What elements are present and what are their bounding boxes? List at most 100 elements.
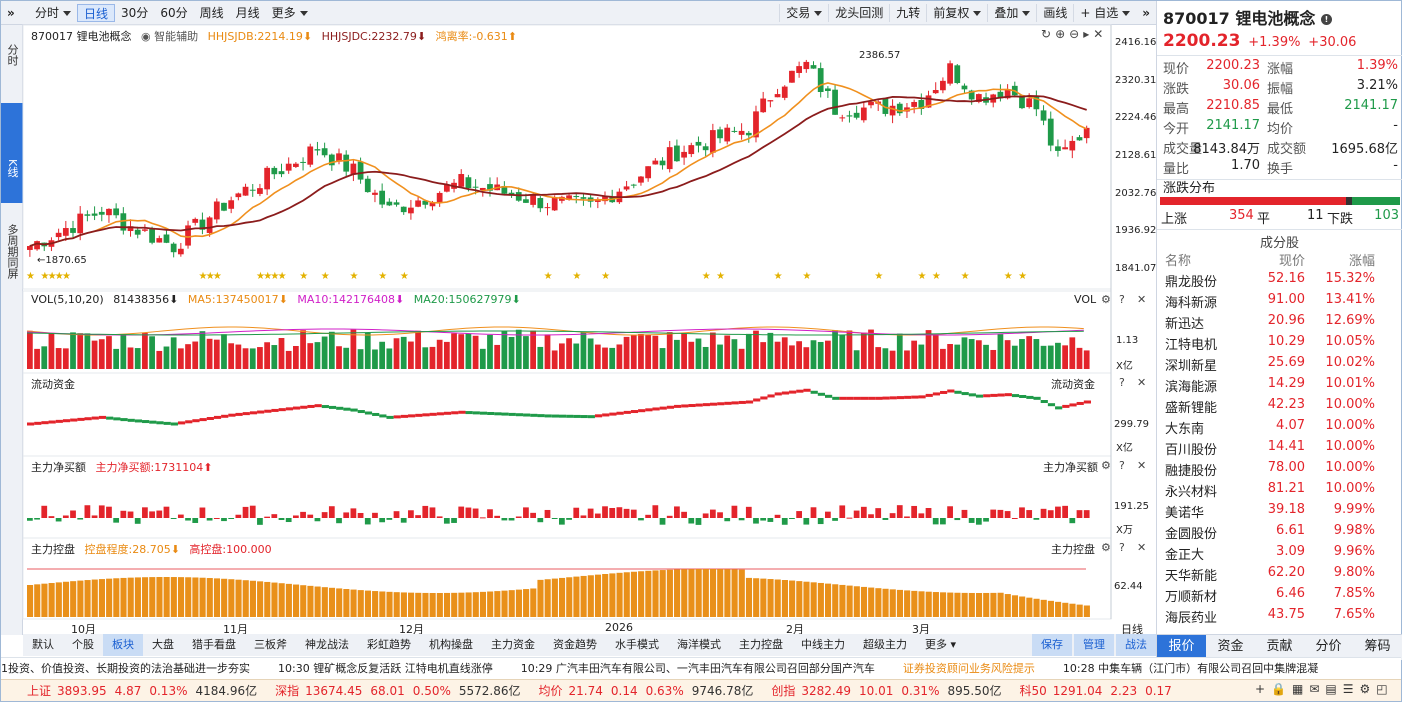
close-icon[interactable]: ✕ <box>1093 27 1108 41</box>
indicator-tab-8[interactable]: 机构操盘 <box>429 638 473 651</box>
expand-menu-icon[interactable]: » <box>7 5 15 20</box>
netbuy-bar <box>84 505 91 518</box>
indicator-tab-2[interactable]: 板块 <box>103 634 143 656</box>
smart-assist-toggle[interactable]: ◉ 智能辅助 <box>141 30 199 43</box>
side-tab-kline[interactable]: K线 <box>1 103 23 203</box>
period-tab-3[interactable]: 60分 <box>160 5 188 20</box>
side-tab-multi-period[interactable]: 多周期同屏 <box>6 223 19 279</box>
index-item[interactable]: 均价 21.74 0.14 0.63% 9746.78亿 <box>539 684 754 698</box>
settings-icon[interactable]: ⚙ <box>1101 541 1111 554</box>
period-tab-4[interactable]: 周线 <box>199 5 224 20</box>
list-icon[interactable]: ☰ <box>1342 682 1360 696</box>
collapse-icon[interactable]: » <box>1142 5 1150 20</box>
close-icon[interactable]: ✕ <box>1137 376 1147 389</box>
window-icon[interactable]: ◰ <box>1376 682 1394 696</box>
index-item[interactable]: 上证 3893.95 4.87 0.13% 4184.96亿 <box>27 684 257 698</box>
tool-button-1[interactable]: 龙头回测 <box>828 3 889 22</box>
news-item[interactable]: 证券投资顾问业务风险提示 <box>902 662 1035 675</box>
component-row[interactable]: 海科新源 91.00 13.41% <box>1165 292 1395 313</box>
add-icon[interactable]: + <box>1255 682 1272 696</box>
help-icon[interactable]: ? <box>1119 459 1125 472</box>
indicator-tab-5[interactable]: 三板斧 <box>254 638 287 651</box>
close-icon[interactable]: ✕ <box>1137 541 1147 554</box>
chart-icon[interactable]: ▤ <box>1325 682 1343 696</box>
indicator-tab-11[interactable]: 水手模式 <box>615 638 659 651</box>
component-row[interactable]: 江特电机 10.29 10.05% <box>1165 334 1395 355</box>
close-icon[interactable]: ✕ <box>1137 459 1147 472</box>
settings-icon[interactable]: ⚙ <box>1101 293 1111 306</box>
indicator-tab-3[interactable]: 大盘 <box>152 638 174 651</box>
info-icon[interactable]: ! <box>1320 14 1332 25</box>
tool-button-3[interactable]: 前复权 <box>926 3 987 22</box>
right-tab-0[interactable]: 报价 <box>1157 635 1206 660</box>
component-row[interactable]: 美诺华 39.18 9.99% <box>1165 502 1395 523</box>
indicator-tab-10[interactable]: 资金趋势 <box>553 638 597 651</box>
period-tab-5[interactable]: 月线 <box>235 5 260 20</box>
right-tab-4[interactable]: 筹码 <box>1364 639 1391 654</box>
settings-icon[interactable]: ⚙ <box>1101 459 1111 472</box>
component-row[interactable]: 盛新锂能 42.23 10.00% <box>1165 397 1395 418</box>
flow-step <box>695 403 703 407</box>
tool-button-2[interactable]: 九转 <box>889 3 926 22</box>
index-item[interactable]: 深指 13674.45 68.01 0.50% 5572.86亿 <box>275 684 520 698</box>
news-item[interactable]: 10:30 锂矿概念反复活跃 江特电机直线涨停 <box>278 662 493 675</box>
action-button-1[interactable]: 管理 <box>1074 634 1114 656</box>
component-row[interactable]: 海辰药业 43.75 7.65% <box>1165 607 1395 628</box>
side-tab-fenshi[interactable]: 分时 <box>6 44 19 66</box>
indicator-tab-15[interactable]: 超级主力 <box>863 638 907 651</box>
news-item[interactable]: 1投资、价值投资、长期投资的法治基础进一步夯实 <box>1 662 250 675</box>
indicator-tab-14[interactable]: 中线主力 <box>801 638 845 651</box>
tool-button-6[interactable]: + 自选 <box>1073 3 1136 22</box>
index-item[interactable]: 科50 1291.04 2.23 0.17 <box>1019 684 1179 698</box>
indicator-tab-12[interactable]: 海洋模式 <box>677 638 721 651</box>
index-item[interactable]: 创指 3282.49 10.01 0.31% 895.50亿 <box>771 684 1001 698</box>
message-icon[interactable]: ✉ <box>1309 682 1326 696</box>
zoom-in-icon[interactable]: ⊕ <box>1055 27 1070 41</box>
component-row[interactable]: 滨海能源 14.29 10.01% <box>1165 376 1395 397</box>
next-icon[interactable]: ▸ <box>1083 27 1094 41</box>
component-row[interactable]: 百川股份 14.41 10.00% <box>1165 439 1395 460</box>
news-item[interactable]: 10:29 广汽丰田汽车有限公司、一汽丰田汽车有限公司召回部分国产汽车 <box>520 662 875 675</box>
period-tab-2[interactable]: 30分 <box>121 5 149 20</box>
indicator-tab-1[interactable]: 个股 <box>72 638 94 651</box>
component-row[interactable]: 深圳新星 25.69 10.02% <box>1165 355 1395 376</box>
gear-icon[interactable]: ⚙ <box>1359 682 1377 696</box>
period-tab-0[interactable]: 分时 <box>29 4 77 22</box>
zoom-out-icon[interactable]: ⊖ <box>1069 27 1084 41</box>
indicator-tab-16[interactable]: 更多 ▾ <box>925 638 957 651</box>
right-tab-1[interactable]: 资金 <box>1217 639 1244 654</box>
tool-button-5[interactable]: 画线 <box>1036 3 1073 22</box>
component-row[interactable]: 融捷股份 78.00 10.00% <box>1165 460 1395 481</box>
grid-icon[interactable]: ▦ <box>1292 682 1310 696</box>
component-row[interactable]: 永兴材料 81.21 10.00% <box>1165 481 1395 502</box>
netbuy-bar <box>163 506 170 518</box>
action-button-2[interactable]: 战法 <box>1116 634 1156 656</box>
refresh-icon[interactable]: ↻ <box>1041 27 1056 41</box>
tool-button-0[interactable]: 交易 <box>779 3 828 22</box>
indicator-tab-6[interactable]: 神龙战法 <box>305 638 349 651</box>
action-button-0[interactable]: 保存 <box>1032 634 1072 656</box>
right-tab-3[interactable]: 分价 <box>1315 639 1342 654</box>
period-tab-1[interactable]: 日线 <box>77 3 116 22</box>
help-icon[interactable]: ? <box>1119 541 1125 554</box>
component-row[interactable]: 大东南 4.07 10.00% <box>1165 418 1395 439</box>
close-icon[interactable]: ✕ <box>1137 293 1147 306</box>
indicator-tab-7[interactable]: 彩虹趋势 <box>367 638 411 651</box>
tool-button-4[interactable]: 叠加 <box>987 3 1036 22</box>
help-icon[interactable]: ? <box>1119 293 1125 306</box>
period-tab-6[interactable]: 更多 <box>266 4 314 22</box>
news-item[interactable]: 10:28 中集车辆（江门市）有限公司召回中集牌混凝 <box>1062 662 1319 675</box>
indicator-tab-4[interactable]: 猎手看盘 <box>192 638 236 651</box>
indicator-tab-0[interactable]: 默认 <box>32 638 54 651</box>
indicator-tab-9[interactable]: 主力资金 <box>491 638 535 651</box>
right-tab-2[interactable]: 贡献 <box>1266 639 1293 654</box>
component-row[interactable]: 万顺新材 6.46 7.85% <box>1165 586 1395 607</box>
component-row[interactable]: 金正大 3.09 9.96% <box>1165 544 1395 565</box>
component-row[interactable]: 鼎龙股份 52.16 15.32% <box>1165 271 1395 292</box>
component-row[interactable]: 天华新能 62.20 9.80% <box>1165 565 1395 586</box>
help-icon[interactable]: ? <box>1119 376 1125 389</box>
component-row[interactable]: 新迅达 20.96 12.69% <box>1165 313 1395 334</box>
component-row[interactable]: 金圆股份 6.61 9.98% <box>1165 523 1395 544</box>
lock-icon[interactable]: 🔒 <box>1271 682 1293 696</box>
indicator-tab-13[interactable]: 主力控盘 <box>739 638 783 651</box>
